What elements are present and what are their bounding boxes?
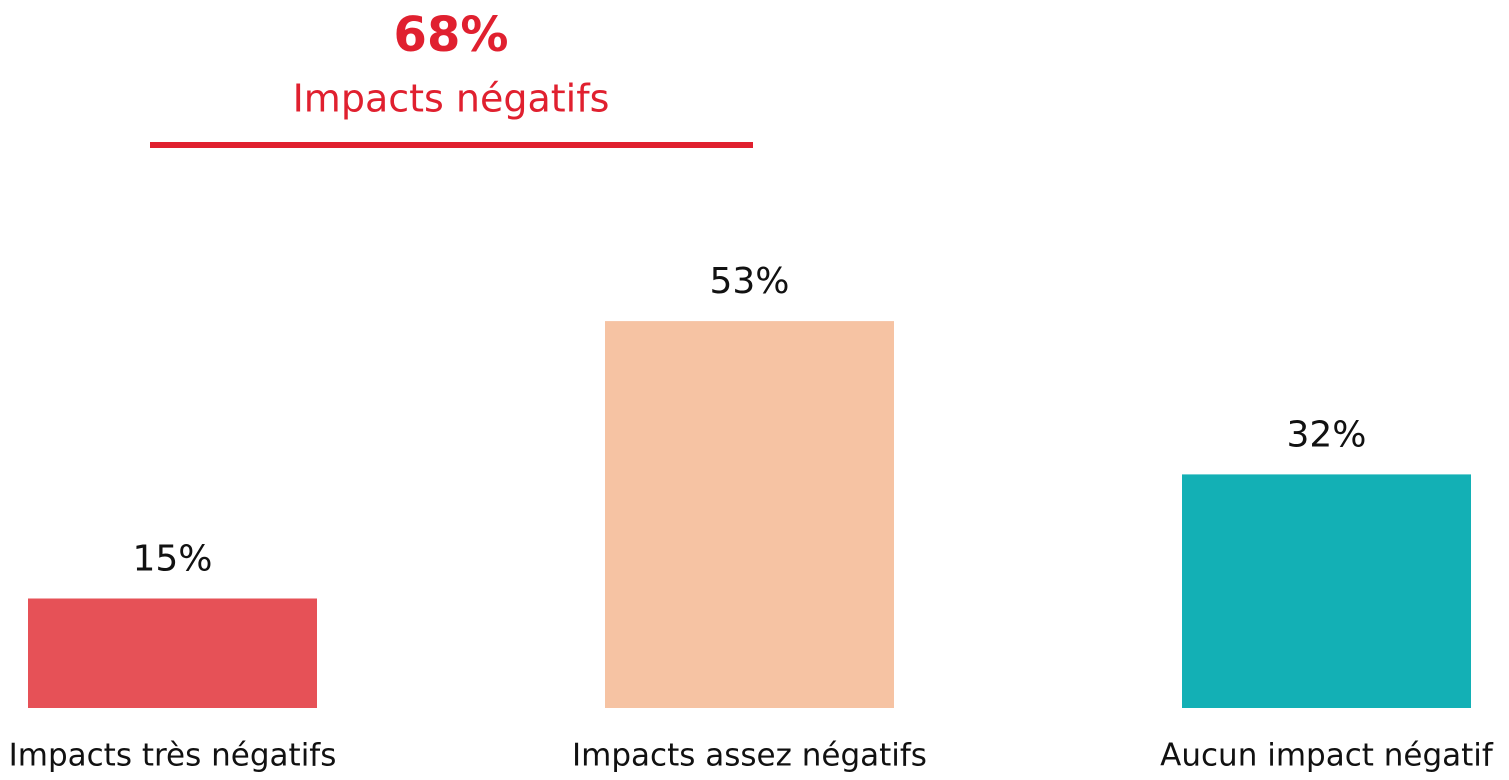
- bar: [28, 598, 317, 708]
- x-tick-label: Impacts très négatifs: [9, 738, 337, 774]
- x-tick-label: Impacts assez négatifs: [572, 738, 927, 774]
- bar: [605, 321, 894, 708]
- annotation-text: Impacts négatifs: [293, 77, 610, 121]
- value-label: 53%: [709, 261, 789, 302]
- x-tick-label: Aucun impact négatif: [1160, 738, 1494, 774]
- annotation-total: 68%: [394, 7, 509, 63]
- bar: [1182, 474, 1471, 708]
- value-label: 32%: [1286, 414, 1366, 455]
- value-label: 15%: [132, 539, 212, 580]
